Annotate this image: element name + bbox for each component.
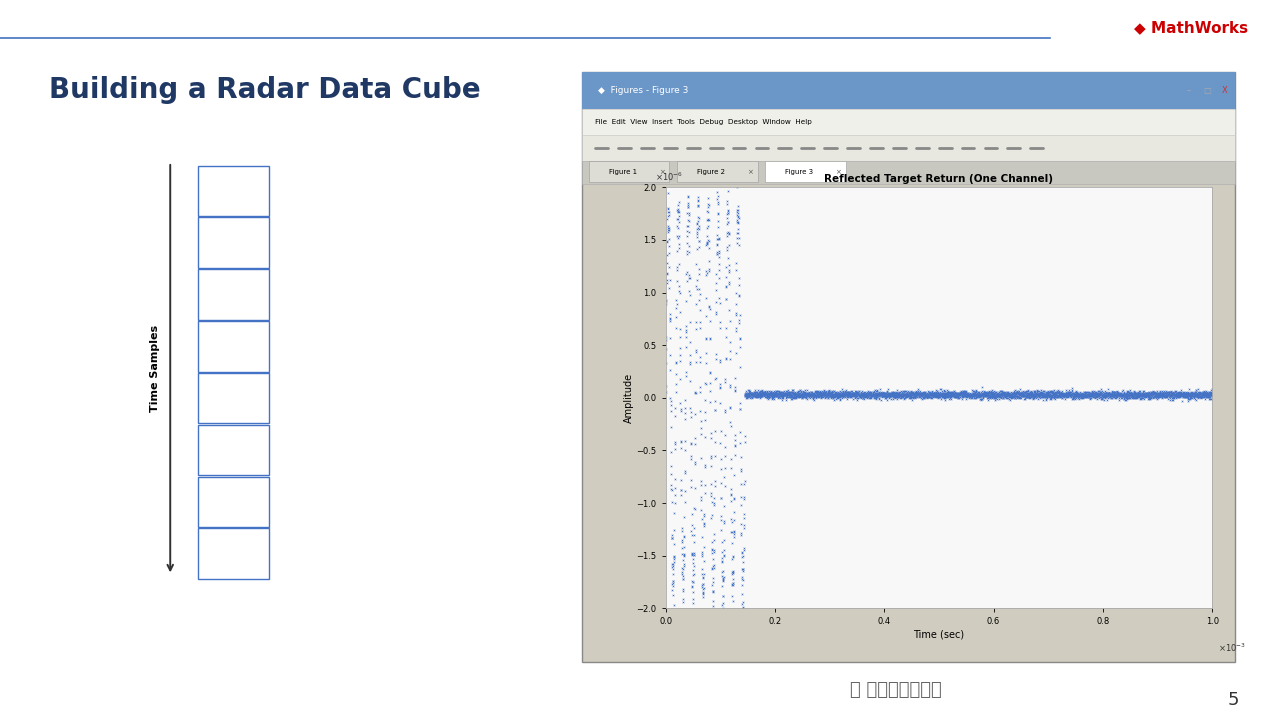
Bar (198, 269, 269, 320)
Bar (198, 321, 269, 372)
Title: Reflected Target Return (One Channel): Reflected Target Return (One Channel) (824, 174, 1053, 184)
X-axis label: Time (sec): Time (sec) (914, 629, 964, 639)
Text: –: – (1187, 86, 1192, 95)
Bar (198, 528, 269, 579)
Text: ◆  Figures - Figure 3: ◆ Figures - Figure 3 (598, 86, 689, 95)
Text: 5: 5 (1228, 691, 1239, 708)
Bar (582, 161, 1235, 184)
Text: File  Edit  View  Insert  Tools  Debug  Desktop  Window  Help: File Edit View Insert Tools Debug Deskto… (595, 120, 812, 125)
Text: Figure 3: Figure 3 (786, 169, 813, 175)
Text: Building a Radar Data Cube: Building a Radar Data Cube (49, 76, 480, 104)
Bar (198, 477, 269, 527)
Bar (198, 166, 269, 216)
Text: ×: × (836, 169, 841, 175)
Bar (582, 135, 1235, 161)
Bar (582, 72, 1235, 662)
Text: ×: × (659, 169, 664, 175)
Bar (582, 72, 1235, 109)
Bar (198, 425, 269, 475)
Bar (589, 161, 669, 182)
Text: ⛹ 雷达通信电子战: ⛹ 雷达通信电子战 (850, 681, 942, 698)
Text: ×: × (748, 169, 753, 175)
Text: Figure 2: Figure 2 (698, 169, 724, 175)
Bar (765, 161, 846, 182)
Text: □: □ (1203, 86, 1211, 95)
Text: $\times 10^{-3}$: $\times 10^{-3}$ (1217, 642, 1245, 654)
Text: Figure 1: Figure 1 (609, 169, 636, 175)
Bar (198, 373, 269, 423)
Text: $\times 10^{-6}$: $\times 10^{-6}$ (654, 171, 682, 183)
Bar (677, 161, 758, 182)
Y-axis label: Amplitude: Amplitude (623, 373, 634, 423)
Bar (582, 109, 1235, 135)
Text: Time Samples: Time Samples (150, 325, 160, 413)
Text: ◆ MathWorks: ◆ MathWorks (1134, 20, 1248, 35)
Bar (198, 217, 269, 268)
Text: X: X (1222, 86, 1228, 95)
